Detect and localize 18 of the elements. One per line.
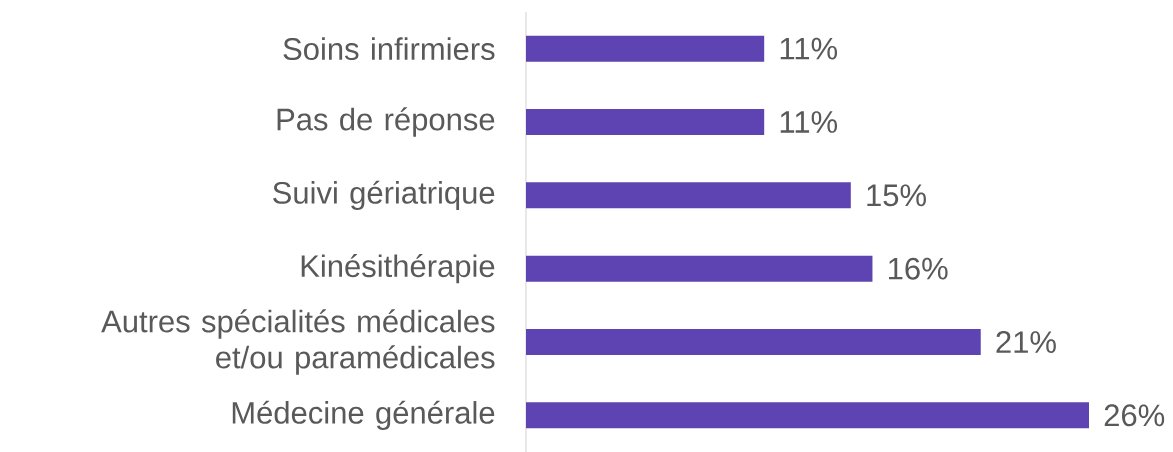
data-label: 16%	[889, 257, 948, 280]
data-label: 11%	[780, 37, 838, 60]
y-tick-label: Suivi gériatrique	[273, 180, 495, 210]
y-tick-label: Pas de réponse	[277, 107, 495, 137]
bar	[526, 182, 851, 209]
data-label: 15%	[867, 184, 926, 207]
y-tick-label: Soins infirmiers	[283, 37, 495, 61]
bar	[526, 255, 873, 282]
bar	[526, 109, 765, 135]
bar	[526, 402, 1089, 429]
y-tick-label: Médecine générale	[232, 400, 495, 430]
y-tick-label: Autres spécialités médicales et/ou paramédicales	[101, 309, 495, 375]
bar	[526, 329, 981, 355]
bar	[526, 35, 765, 62]
data-label: 21%	[996, 331, 1056, 353]
y-tick-label: Kinésithérapie	[301, 254, 495, 284]
data-label: 11%	[780, 111, 838, 133]
data-label: 26%	[1104, 404, 1165, 427]
